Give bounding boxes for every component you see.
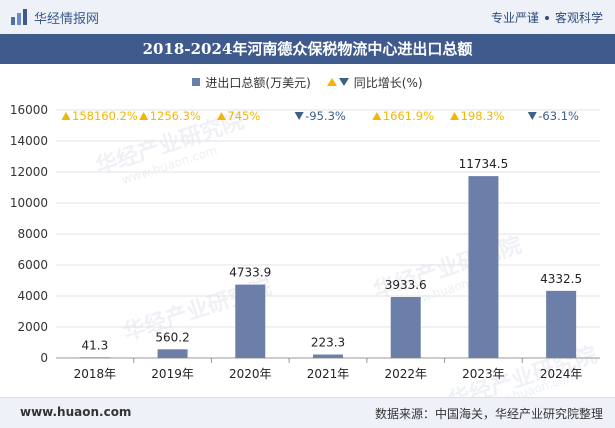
growth-value-label: 1661.9% <box>383 109 434 123</box>
y-tick-label: 0 <box>40 351 48 365</box>
y-tick-label: 10000 <box>10 196 48 210</box>
growth-value-label: 198.3% <box>461 109 505 123</box>
bar-value-label: 4332.5 <box>540 272 582 286</box>
legend-label-total: 进出口总额(万美元) <box>205 75 311 90</box>
x-tick-label: 2018年 <box>74 367 117 381</box>
y-tick-label: 16000 <box>10 103 48 117</box>
tagline-right: 客观科学 <box>554 11 603 25</box>
y-tick-label: 14000 <box>10 134 48 148</box>
bar <box>79 357 110 358</box>
triangle-down-icon <box>338 78 349 86</box>
tagline-left: 专业严谨 <box>490 11 539 25</box>
growth-up-triangle-icon <box>216 112 226 120</box>
brand[interactable]: 华经情报网 <box>10 8 100 27</box>
growth-value-label: -63.1% <box>538 109 579 123</box>
growth-up-triangle-icon <box>139 112 149 120</box>
bar <box>235 284 266 358</box>
bar-value-label: 3933.6 <box>385 278 427 292</box>
growth-down-triangle-icon <box>294 112 304 120</box>
bar-value-label: 11734.5 <box>459 157 509 171</box>
x-tick-label: 2020年 <box>229 367 272 381</box>
bar <box>468 176 499 358</box>
growth-value-label: -95.3% <box>305 109 346 123</box>
x-tick-label: 2023年 <box>462 367 505 381</box>
legend-item-total[interactable]: 进出口总额(万美元) <box>192 74 311 91</box>
chart-title: 2018-2024年河南德众保税物流中心进出口总额 <box>142 40 473 58</box>
growth-value-label: 158160.2% <box>72 109 138 123</box>
y-tick-label: 4000 <box>17 289 48 303</box>
footer: www.huaon.com 数据来源：中国海关，华经产业研究院整理 <box>0 397 615 428</box>
growth-up-triangle-icon <box>450 112 460 120</box>
growth-value-label: 745% <box>227 109 260 123</box>
growth-down-triangle-icon <box>527 112 537 120</box>
legend-bar-swatch-icon <box>192 78 201 86</box>
legend-item-growth[interactable]: 同比增长(%) <box>326 74 423 91</box>
footer-source: 数据来源：中国海关，华经产业研究院整理 <box>374 407 603 421</box>
bar-value-label: 4733.9 <box>229 266 271 280</box>
x-tick-label: 2024年 <box>540 367 583 381</box>
y-tick-label: 8000 <box>17 227 48 241</box>
x-tick-label: 2021年 <box>307 367 350 381</box>
x-tick-label: 2022年 <box>384 367 427 381</box>
bar-value-label: 223.3 <box>311 336 345 350</box>
bar <box>390 297 421 358</box>
bar <box>546 290 577 358</box>
growth-up-triangle-icon <box>372 112 382 120</box>
growth-value-label: 1256.3% <box>150 109 201 123</box>
bar <box>157 349 188 358</box>
triangle-up-icon <box>326 78 337 86</box>
brand-name: 华经情报网 <box>34 11 100 27</box>
footer-url[interactable]: www.huaon.com <box>20 405 132 419</box>
bar <box>313 354 343 358</box>
y-tick-label: 2000 <box>17 320 48 334</box>
brand-logo-icon <box>11 9 27 25</box>
legend-label-growth: 同比增长(%) <box>353 75 423 90</box>
y-tick-label: 6000 <box>17 258 48 272</box>
y-tick-label: 12000 <box>10 165 48 179</box>
bar-value-label: 560.2 <box>155 330 189 344</box>
chart-legend: 进出口总额(万美元) 同比增长(%) <box>0 72 615 92</box>
x-tick-label: 2019年 <box>151 367 194 381</box>
growth-up-triangle-icon <box>61 112 71 120</box>
bar-value-label: 41.3 <box>81 338 108 352</box>
tagline: 专业严谨 客观科学 <box>491 9 603 26</box>
title-bar: 2018-2024年河南德众保税物流中心进出口总额 <box>0 34 615 64</box>
bullet-dot-icon <box>544 15 549 20</box>
